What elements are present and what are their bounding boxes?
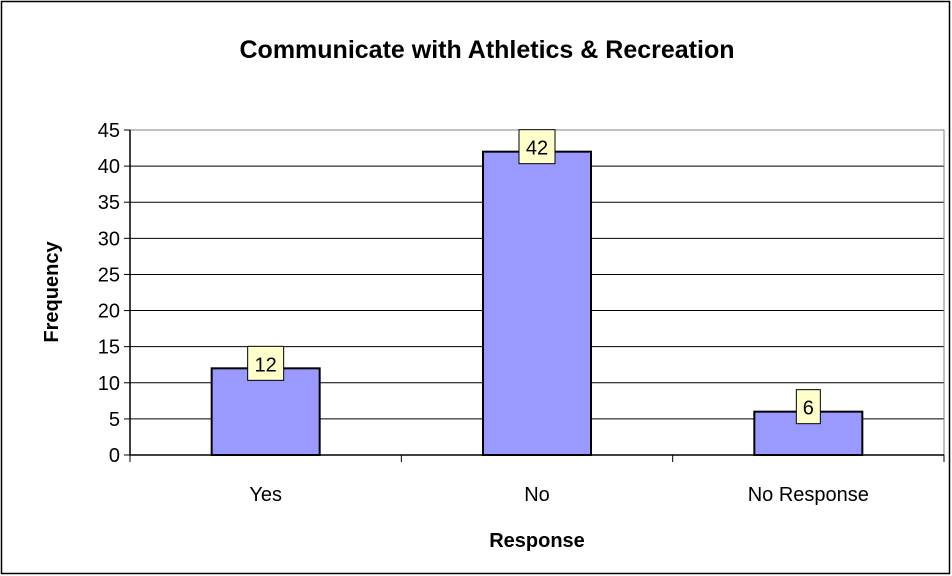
y-tick-label: 40 — [98, 156, 120, 178]
data-label-box — [518, 129, 556, 165]
y-axis-title: Frequency — [41, 241, 63, 343]
y-tick-labels: 0 5 10 15 20 25 30 35 40 45 — [98, 120, 120, 467]
y-tick-label: 0 — [109, 445, 120, 467]
x-tick-label: No Response — [748, 484, 869, 506]
bar — [210, 367, 321, 457]
data-labels: 12 42 6 — [247, 129, 821, 425]
x-tick-label: No — [524, 484, 550, 506]
data-label: 6 — [803, 398, 814, 420]
data-label: 12 — [255, 354, 277, 376]
chart-title: Communicate with Athletics & Recreation — [240, 36, 735, 64]
data-label-box — [795, 389, 821, 425]
y-tick-label: 20 — [98, 301, 120, 323]
y-tick-label: 35 — [98, 192, 120, 214]
plot-area-border — [130, 129, 945, 455]
axes — [124, 129, 945, 462]
y-tick-label: 30 — [98, 228, 120, 250]
x-axis-title: Response — [489, 530, 585, 552]
x-tick-labels: Yes No No Response — [249, 484, 869, 506]
y-tick-label: 10 — [98, 373, 120, 395]
y-tick-label: 15 — [98, 337, 120, 359]
bar — [482, 150, 592, 457]
plot-area — [130, 129, 945, 455]
y-tick-label: 25 — [98, 264, 120, 286]
data-label-box — [247, 345, 285, 381]
y-tick-label: 45 — [98, 120, 120, 142]
x-tick-label: Yes — [249, 484, 282, 506]
data-label: 42 — [526, 138, 548, 160]
y-tick-label: 5 — [109, 409, 120, 431]
